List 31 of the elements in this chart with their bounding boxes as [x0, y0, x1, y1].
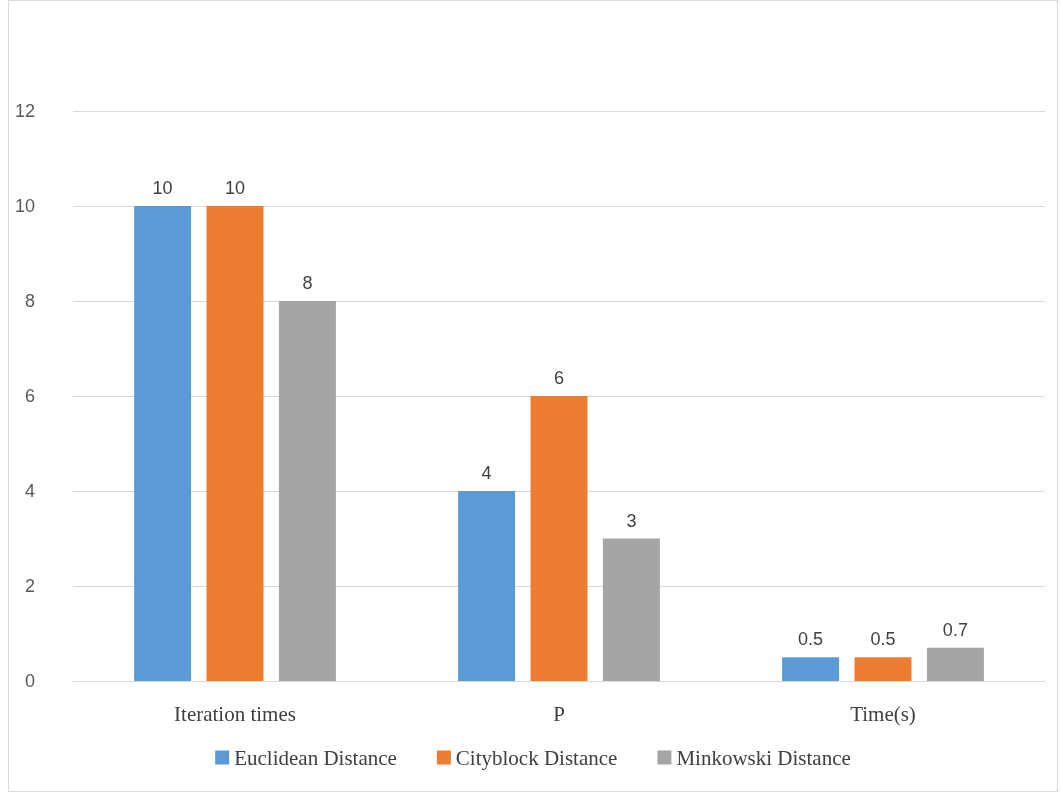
data-label: 4	[481, 463, 492, 483]
data-label: 6	[553, 368, 565, 388]
legend-label: Euclidean Distance	[234, 745, 397, 770]
bar	[602, 538, 660, 681]
bar	[278, 301, 336, 681]
data-label: 8	[302, 273, 313, 293]
legend-label: Minkowski Distance	[676, 745, 851, 770]
y-tick-label: 2	[24, 576, 35, 596]
data-label: 10	[152, 178, 173, 198]
x-tick-label: Time(s)	[850, 701, 916, 726]
bar	[530, 396, 588, 681]
y-tick-label: 4	[24, 481, 35, 501]
bar	[854, 657, 912, 681]
bar	[926, 647, 984, 681]
bar	[206, 206, 264, 681]
data-label: 10	[224, 178, 246, 198]
data-label: 0.5	[870, 629, 896, 650]
data-label: 0.7	[942, 619, 968, 640]
x-tick-label: Iteration times	[174, 701, 296, 726]
y-tick-label: 8	[24, 291, 35, 311]
x-tick-label: P	[553, 701, 565, 726]
data-label: 0.5	[798, 629, 824, 650]
bar	[134, 206, 192, 681]
y-tick-label: 0	[24, 671, 35, 691]
y-tick-label: 12	[14, 101, 35, 121]
legend-label: Cityblock Distance	[455, 745, 618, 770]
y-tick-label: 6	[24, 386, 35, 406]
data-label: 3	[626, 510, 637, 531]
bar	[458, 491, 516, 681]
bar	[782, 657, 840, 681]
y-tick-label: 10	[14, 196, 35, 216]
